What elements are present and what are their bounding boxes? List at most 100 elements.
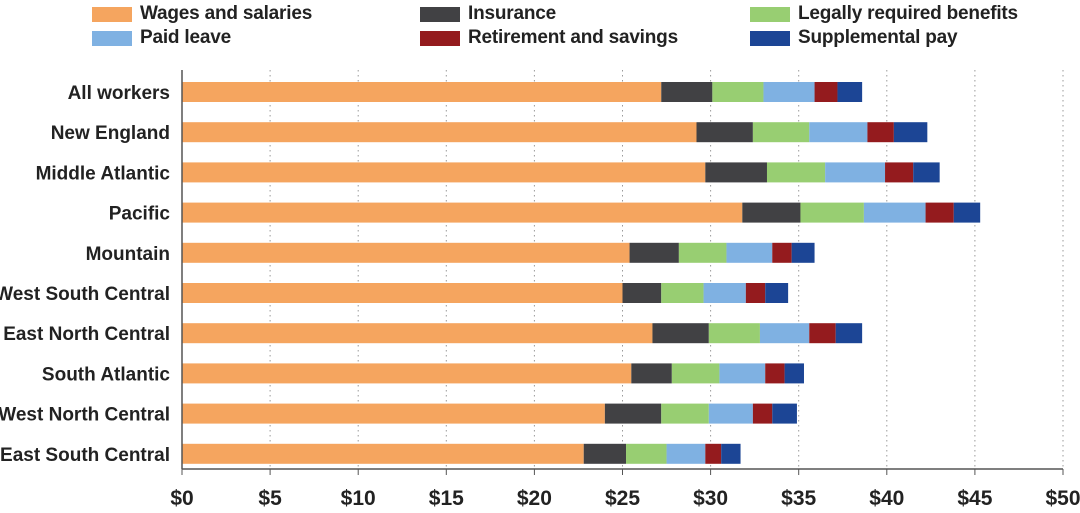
bar-segment [622,283,662,303]
category-label: West South Central [0,284,170,305]
bar-segment [752,122,810,143]
bar-segment [705,443,722,464]
legend-item-retirement: Retirement and savings [420,27,678,49]
x-tick-label: $0 [170,487,193,510]
bar-segment [825,162,886,183]
bar-segment [863,202,926,223]
bar-segment [631,363,672,384]
bar-segment [666,443,706,464]
bar-segment [772,403,797,424]
bar-segment [885,162,914,183]
bar-segment [182,283,623,303]
x-tick-label: $45 [957,487,992,510]
legend-label-retirement: Retirement and savings [468,27,678,48]
bar-segment [182,122,697,143]
bar-segment [765,283,789,303]
bar-segment [763,82,815,102]
bar-segment [182,443,584,464]
bar-segment [705,162,767,183]
category-label: Mountain [86,244,170,265]
category-label: Pacific [109,204,171,225]
category-label: South Atlantic [42,364,170,385]
bar-segment [652,323,709,344]
category-label: East North Central [3,324,170,345]
legend-item-legally-required: Legally required benefits [750,3,1018,25]
bar-segment [182,363,632,384]
bar-segment [661,403,709,424]
bar-segment [809,122,868,143]
bar-segment [814,82,838,102]
legend-swatch-legally-required [750,6,790,22]
bar-segment [867,122,894,143]
bar-segment [712,82,764,102]
x-tick-labels: $0 $5 $10 $15 $20 $25 $30 $35 $40 $45 $50 [170,487,1080,510]
bar-segment [629,242,679,263]
legend-label-supplemental: Supplemental pay [798,27,958,48]
bar-segment [626,443,667,464]
bar-segment [678,242,727,263]
bar-segment [708,323,760,344]
legend-item-paid-leave: Paid leave [92,27,231,49]
bar-segment [719,363,766,384]
bar-segment [765,363,785,384]
legend-swatch-paid-leave [92,30,132,46]
category-label: Middle Atlantic [36,163,171,184]
legend-label-insurance: Insurance [468,3,556,24]
x-tick-label: $50 [1045,487,1080,510]
legend-label-paid-leave: Paid leave [140,27,231,48]
x-tick-label: $20 [517,487,552,510]
bars-group [182,82,981,464]
category-label: West North Central [0,405,170,426]
x-tick-label: $30 [693,487,728,510]
bar-segment [835,323,863,344]
bar-segment [726,242,773,263]
bar-segment [696,122,753,143]
bar-segment [182,82,662,102]
bar-segment [742,202,801,223]
bar-segment [182,162,706,183]
x-tick-label: $15 [429,487,464,510]
legend-item-insurance: Insurance [420,3,556,25]
x-tick-label: $25 [605,487,640,510]
category-label: All workers [68,83,170,104]
bar-segment [661,283,704,303]
legend-swatch-insurance [420,6,460,22]
x-tick-label: $10 [341,487,376,510]
bar-segment [182,323,653,344]
bar-segment [661,82,713,102]
category-labels: All workers New England Middle Atlantic Pac… [0,83,170,466]
legend-swatch-retirement [420,30,460,46]
chart-legend: Wages and salaries Paid leave Insurance … [0,0,1080,54]
bar-segment [745,283,766,303]
bar-segment [837,82,863,102]
legend-swatch-supplemental [750,30,790,46]
bar-segment [953,202,981,223]
legend-item-supplemental: Supplemental pay [750,27,958,49]
bar-segment [708,403,753,424]
bar-segment [800,202,864,223]
category-label: New England [51,123,170,144]
bar-segment [766,162,826,183]
bar-segment [721,443,741,464]
bar-segment [752,403,773,424]
bar-segment [809,323,836,344]
legend-label-legally-required: Legally required benefits [798,3,1018,24]
legend-label-wages: Wages and salaries [140,3,313,24]
bar-segment [791,242,815,263]
bar-segment [671,363,720,384]
x-tick-label: $35 [781,487,816,510]
bar-segment [182,202,743,223]
bar-segment [913,162,940,183]
bar-segment [772,242,792,263]
bar-segment [182,403,605,424]
legend-swatch-wages [92,6,132,22]
category-label: East South Central [0,445,170,466]
bar-segment [182,242,630,263]
x-tick-label: $40 [869,487,904,510]
bar-segment [925,202,954,223]
bar-segment [604,403,662,424]
bar-segment [703,283,746,303]
bar-segment [784,363,804,384]
bar-segment [583,443,627,464]
